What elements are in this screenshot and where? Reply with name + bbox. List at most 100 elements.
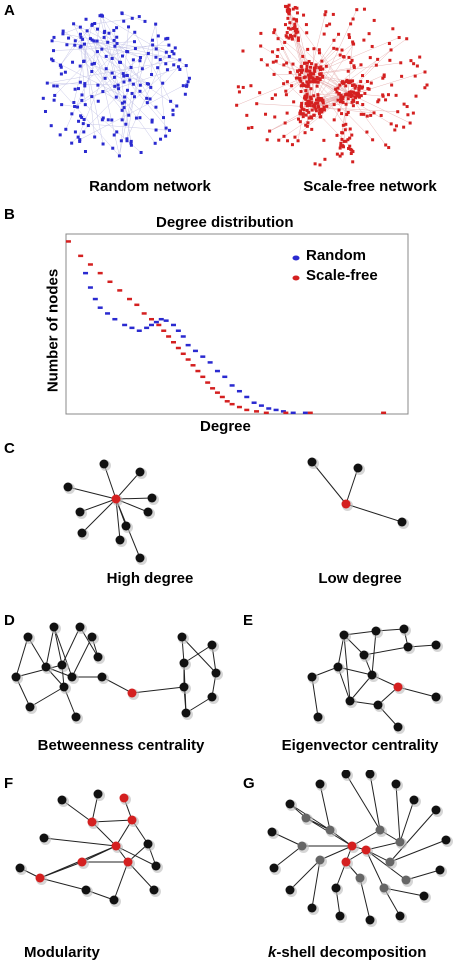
scalefree-network-edge bbox=[257, 104, 312, 107]
scalefree-data-point bbox=[200, 376, 205, 379]
low-degree-node bbox=[308, 458, 317, 467]
random-data-point bbox=[112, 318, 117, 321]
random-network-caption: Random network bbox=[60, 178, 240, 195]
random-network-node bbox=[172, 63, 175, 66]
scalefree-network-node bbox=[297, 139, 300, 142]
random-network-edge bbox=[101, 15, 150, 99]
random-data-point bbox=[144, 327, 149, 330]
random-network-node bbox=[73, 44, 76, 47]
random-network-node bbox=[122, 80, 125, 83]
kshell-node bbox=[386, 858, 395, 867]
betweenness-node bbox=[182, 709, 191, 718]
scalefree-network-node bbox=[319, 115, 322, 118]
random-data-point bbox=[186, 344, 191, 347]
scalefree-network-node bbox=[390, 84, 393, 87]
random-network-node bbox=[141, 67, 144, 70]
scalefree-network-node bbox=[314, 108, 317, 111]
scalefree-network-node bbox=[338, 109, 341, 112]
scalefree-network-node bbox=[314, 64, 317, 67]
scalefree-network-node bbox=[306, 102, 309, 105]
scalefree-network-node bbox=[286, 31, 289, 34]
kshell-node bbox=[380, 884, 389, 893]
scalefree-network-node bbox=[311, 109, 314, 112]
scalefree-data-point bbox=[205, 381, 210, 384]
random-network-node bbox=[53, 99, 56, 102]
scalefree-network-node bbox=[309, 87, 312, 90]
kshell-node bbox=[270, 864, 279, 873]
scalefree-network-node bbox=[306, 48, 309, 51]
scalefree-network-node bbox=[351, 160, 354, 163]
scalefree-network-node bbox=[395, 124, 398, 127]
scalefree-data-point bbox=[283, 412, 288, 415]
scalefree-network-node bbox=[402, 126, 405, 129]
eigenvector-node bbox=[374, 701, 383, 710]
scalefree-network-node bbox=[309, 96, 312, 99]
scalefree-network-node bbox=[284, 23, 287, 26]
scalefree-network-node bbox=[306, 109, 309, 112]
scalefree-network-node bbox=[285, 36, 288, 39]
random-network-node bbox=[113, 45, 116, 48]
random-network-node bbox=[118, 154, 121, 157]
scalefree-network-node bbox=[349, 93, 352, 96]
random-network-node bbox=[146, 101, 149, 104]
eigenvector-node bbox=[394, 723, 403, 732]
scalefree-network-node bbox=[268, 130, 271, 133]
scalefree-network-node bbox=[266, 138, 269, 141]
scalefree-network-node bbox=[366, 87, 369, 90]
modularity-node bbox=[110, 896, 119, 905]
scalefree-network-node bbox=[344, 128, 347, 131]
random-network-edge bbox=[127, 52, 166, 139]
random-network-edge bbox=[92, 18, 132, 24]
kshell-node bbox=[286, 886, 295, 895]
scalefree-network-node bbox=[406, 113, 409, 116]
scalefree-network-node bbox=[369, 114, 372, 117]
scalefree-network-node bbox=[314, 102, 317, 105]
high-degree-node bbox=[116, 536, 125, 545]
scalefree-network-node bbox=[388, 59, 391, 62]
scalefree-network-node bbox=[380, 114, 383, 117]
random-network-node bbox=[138, 59, 141, 62]
scalefree-network-node bbox=[393, 128, 396, 131]
random-network-node bbox=[85, 18, 88, 21]
kshell-node bbox=[366, 916, 375, 925]
scalefree-network-node bbox=[273, 28, 276, 31]
scalefree-network-node bbox=[323, 158, 326, 161]
random-network-node bbox=[78, 138, 81, 141]
betweenness-node bbox=[24, 633, 33, 642]
random-network-node bbox=[52, 49, 55, 52]
scalefree-network-node bbox=[340, 112, 343, 115]
scalefree-network-node bbox=[423, 86, 426, 89]
random-network-node bbox=[127, 25, 130, 28]
random-network-node bbox=[174, 46, 177, 49]
random-network-node bbox=[104, 77, 107, 80]
random-network-node bbox=[138, 15, 141, 18]
scalefree-network-node bbox=[282, 135, 285, 138]
scalefree-network-node bbox=[277, 37, 280, 40]
random-data-point bbox=[222, 376, 227, 379]
random-network-node bbox=[105, 67, 108, 70]
low-degree-caption: Low degree bbox=[290, 570, 430, 587]
random-network-node bbox=[120, 139, 123, 142]
random-network-node bbox=[182, 84, 185, 87]
modularity-edge bbox=[114, 862, 128, 900]
betweenness-node bbox=[128, 689, 137, 698]
eigenvector-node bbox=[432, 693, 441, 702]
scalefree-network-node bbox=[335, 48, 338, 51]
random-network-node bbox=[125, 74, 128, 77]
scalefree-network-node bbox=[297, 118, 300, 121]
random-data-point bbox=[83, 272, 88, 275]
scalefree-data-point bbox=[66, 240, 71, 243]
scalefree-network-node bbox=[295, 19, 298, 22]
betweenness-node bbox=[212, 669, 221, 678]
scalefree-network-node bbox=[412, 62, 415, 65]
low-degree-node bbox=[398, 518, 407, 527]
random-network-node bbox=[86, 29, 89, 32]
scalefree-network-node bbox=[344, 140, 347, 143]
scalefree-network-node bbox=[260, 58, 263, 61]
scalefree-network-node bbox=[426, 83, 429, 86]
scalefree-network-node bbox=[271, 97, 274, 100]
random-network-node bbox=[65, 43, 68, 46]
scalefree-network-node bbox=[285, 93, 288, 96]
scalefree-network-node bbox=[309, 73, 312, 76]
random-network-node bbox=[171, 109, 174, 112]
